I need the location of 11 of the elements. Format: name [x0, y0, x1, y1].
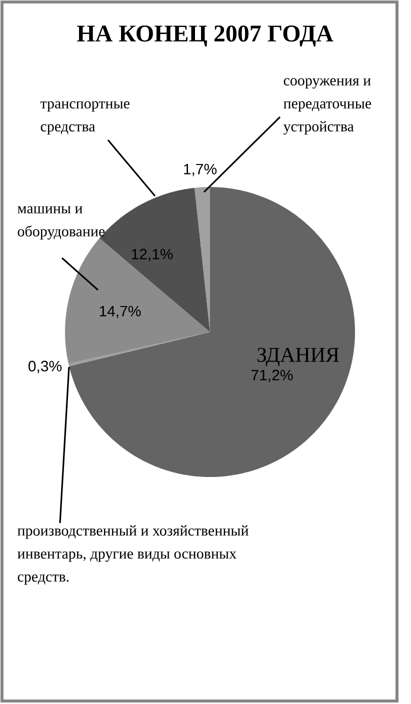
slice-label: производственный и хозяйственный инвентарь, другие виды основных средств.	[18, 525, 248, 585]
slice-label: сооружения и передаточные устройства	[283, 78, 372, 135]
chart-title: НА КОНЕЦ 2007 ГОДА	[77, 25, 334, 47]
slice-label: транспортные средства	[40, 101, 130, 135]
slice-label: машины и оборудование	[18, 206, 105, 240]
data-label: 1,7%	[184, 164, 217, 176]
data-label: 14,7%	[100, 306, 141, 318]
data-label: 71,2%	[252, 370, 293, 382]
data-label: 0,3%	[28, 360, 62, 374]
slice-label: ЗДАНИЯ	[257, 348, 339, 366]
data-label: 12,1%	[132, 248, 173, 262]
